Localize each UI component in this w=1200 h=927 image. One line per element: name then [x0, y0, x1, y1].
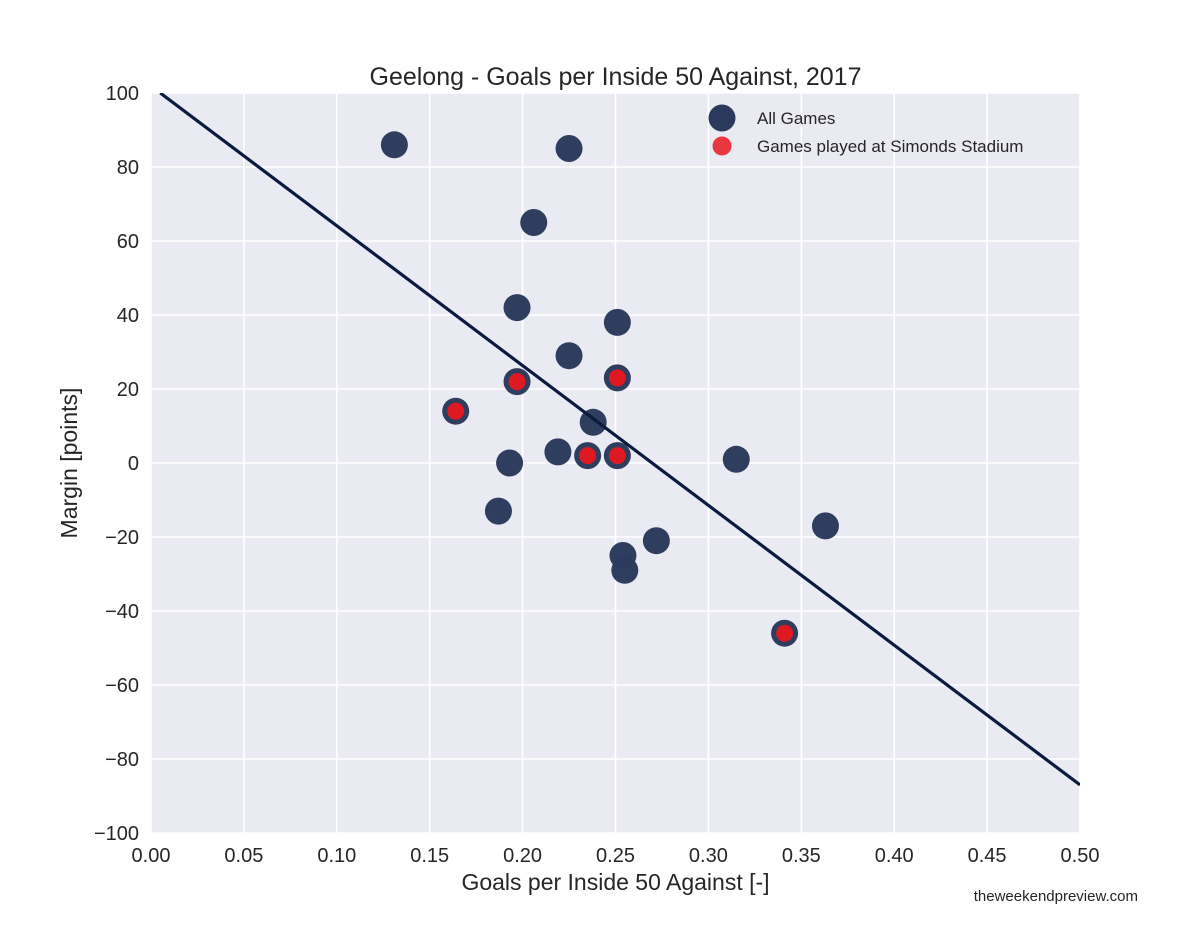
y-tick-label: −60	[105, 675, 139, 697]
data-point-all-games	[611, 556, 639, 584]
legend-label-all-games: All Games	[757, 109, 835, 128]
data-point-all-games	[503, 294, 531, 322]
x-tick-label: 0.25	[596, 845, 635, 867]
x-tick-label: 0.30	[689, 845, 728, 867]
x-tick-label: 0.15	[410, 845, 449, 867]
x-tick-label: 0.20	[503, 845, 542, 867]
x-tick-label: 0.00	[132, 845, 171, 867]
y-tick-label: −20	[105, 527, 139, 549]
data-point-all-games	[811, 512, 839, 540]
watermark: theweekendpreview.com	[973, 888, 1138, 905]
x-tick-label: 0.05	[224, 845, 263, 867]
y-tick-label: 60	[117, 231, 139, 253]
x-tick-label: 0.10	[317, 845, 356, 867]
y-tick-label: 80	[117, 157, 139, 179]
series-simonds-stadium	[447, 369, 794, 642]
y-tick-label: 40	[117, 305, 139, 327]
data-point-all-games	[603, 308, 631, 336]
y-tick-label: 0	[128, 453, 139, 475]
data-point-simonds-stadium	[608, 447, 626, 465]
y-axis-ticks: 100 80 60 40 20 0 −20 −40 −60 −80 −100	[94, 83, 139, 845]
y-tick-label: −40	[105, 601, 139, 623]
data-point-simonds-stadium	[447, 402, 465, 420]
data-point-all-games	[722, 445, 750, 473]
x-axis-label: Goals per Inside 50 Against [-]	[461, 869, 769, 895]
y-axis-label: Margin [points]	[56, 388, 82, 539]
y-tick-label: −80	[105, 749, 139, 771]
data-point-all-games	[544, 438, 572, 466]
data-point-all-games	[555, 135, 583, 162]
data-point-simonds-stadium	[776, 624, 794, 642]
data-point-all-games	[642, 527, 670, 555]
legend-marker-simonds-stadium	[712, 136, 732, 156]
x-axis-ticks: 0.00 0.05 0.10 0.15 0.20 0.25 0.30 0.35 0.40 0.45…	[132, 845, 1100, 867]
data-point-all-games	[520, 209, 548, 236]
trend-line	[159, 93, 1080, 787]
y-tick-label: 100	[106, 83, 139, 105]
y-tick-label: −100	[94, 823, 139, 845]
data-point-simonds-stadium	[579, 447, 597, 465]
legend-label-simonds-stadium: Games played at Simonds Stadium	[757, 137, 1023, 156]
x-tick-label: 0.40	[875, 845, 914, 867]
chart-title: Geelong - Goals per Inside 50 Against, 2…	[370, 63, 862, 91]
x-tick-label: 0.35	[782, 845, 821, 867]
legend: All Games Games played at Simonds Stadiu…	[708, 104, 1023, 156]
data-point-simonds-stadium	[608, 369, 626, 387]
y-tick-label: 20	[117, 379, 139, 401]
data-point-all-games	[484, 497, 512, 525]
data-point-simonds-stadium	[508, 373, 526, 391]
x-tick-label: 0.45	[968, 845, 1007, 867]
data-point-all-games	[555, 342, 583, 370]
data-point-all-games	[380, 131, 408, 159]
x-tick-label: 0.50	[1061, 845, 1100, 867]
legend-marker-all-games	[708, 104, 736, 132]
data-point-all-games	[496, 449, 524, 477]
series-all-games	[380, 131, 839, 647]
